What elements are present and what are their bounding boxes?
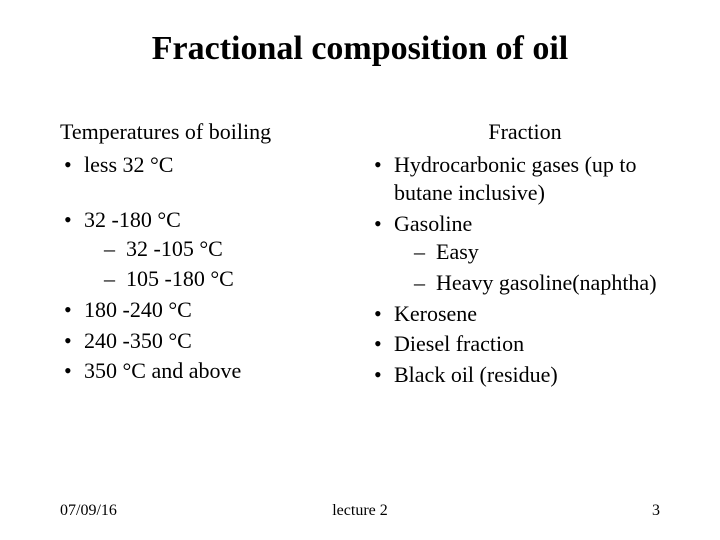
list-item-text: Gasoline [394, 211, 472, 236]
left-list-first: less 32 °С [60, 151, 350, 180]
sub-list: 32 -105 °С 105 -180 °С [84, 235, 350, 294]
footer-center: lecture 2 [260, 502, 460, 520]
list-item: 180 -240 °С [60, 296, 350, 325]
left-list: 32 -180 °С 32 -105 °С 105 -180 °С 180 -2… [60, 206, 350, 386]
right-column: Fraction Hydrocarbonic gases (up to buta… [370, 118, 660, 391]
footer: 07/09/16 lecture 2 3 [0, 502, 720, 520]
list-item: 32 -180 °С 32 -105 °С 105 -180 °С [60, 206, 350, 294]
sub-list: Easy Heavy gasoline(naphtha) [394, 238, 660, 297]
slide-title: Fractional composition of oil [60, 30, 660, 68]
list-item: Gasoline Easy Heavy gasoline(naphtha) [370, 210, 660, 298]
right-list: Hydrocarbonic gases (up to butane inclus… [370, 151, 660, 390]
left-column: Temperatures of boiling less 32 °С 32 -1… [60, 118, 350, 391]
footer-date: 07/09/16 [60, 502, 260, 520]
sub-list-item: Easy [394, 238, 660, 267]
right-header: Fraction [370, 118, 660, 147]
spacer [60, 181, 350, 206]
sub-list-item: 32 -105 °С [84, 235, 350, 264]
list-item: Hydrocarbonic gases (up to butane inclus… [370, 151, 660, 208]
list-item: 240 -350 °С [60, 327, 350, 356]
content-columns: Temperatures of boiling less 32 °С 32 -1… [60, 118, 660, 391]
sub-list-item: 105 -180 °С [84, 265, 350, 294]
list-item-text: 32 -180 °С [84, 207, 181, 232]
list-item: Kerosene [370, 300, 660, 329]
footer-page-number: 3 [460, 502, 660, 520]
sub-list-item: Heavy gasoline(naphtha) [394, 269, 660, 298]
list-item: Diesel fraction [370, 330, 660, 359]
list-item: less 32 °С [60, 151, 350, 180]
list-item: Black oil (residue) [370, 361, 660, 390]
left-header: Temperatures of boiling [60, 118, 350, 147]
list-item: 350 °С and above [60, 357, 350, 386]
